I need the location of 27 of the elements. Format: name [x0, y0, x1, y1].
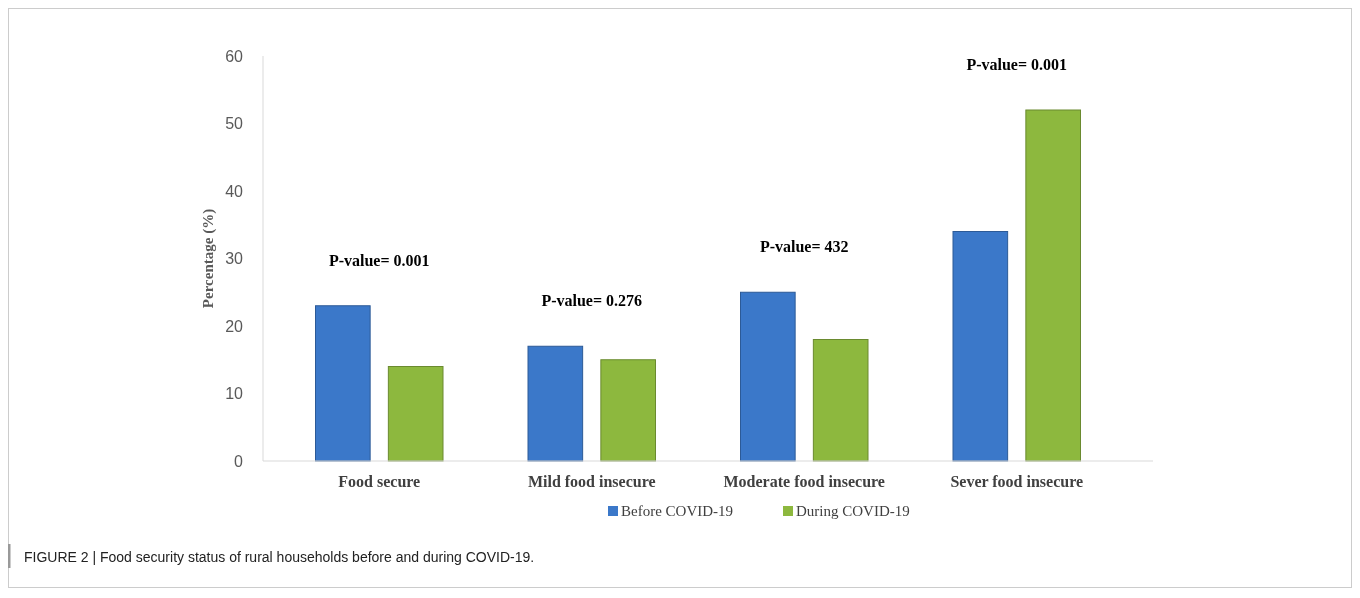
bar [952, 231, 1009, 462]
bar [387, 366, 444, 462]
y-tick-label: 0 [234, 452, 244, 470]
y-tick-label: 60 [225, 47, 244, 65]
y-tick-label: 30 [225, 250, 244, 268]
y-tick-label: 20 [225, 317, 244, 335]
y-axis-title: Percentage (%) [200, 208, 217, 309]
y-tick-label: 40 [225, 182, 244, 200]
y-tick-label: 50 [225, 115, 244, 133]
annotation: P-value= 0.276 [541, 292, 643, 310]
x-tick-label: Mild food insecure [527, 473, 656, 490]
annotation: P-value= 0.001 [328, 251, 430, 269]
bar [527, 345, 584, 462]
x-tick-label: Sever food insecure [950, 473, 1084, 490]
annotation: P-value= 432 [759, 238, 849, 256]
bar [1025, 109, 1081, 462]
x-tick-label: Moderate food insecure [723, 473, 885, 490]
bar [600, 359, 656, 462]
caption: FIGURE 2 | Food security status of rural households before and during COVID-19. [24, 549, 535, 565]
x-tick-label: Food secure [338, 473, 421, 490]
bar [315, 305, 371, 462]
annotation: P-value= 0.001 [966, 56, 1068, 73]
bar [740, 291, 796, 462]
legend-label: Before COVID-19 [621, 503, 734, 520]
bar [812, 339, 869, 462]
legend-label: During COVID-19 [796, 503, 910, 520]
y-tick-label: 10 [225, 385, 244, 403]
